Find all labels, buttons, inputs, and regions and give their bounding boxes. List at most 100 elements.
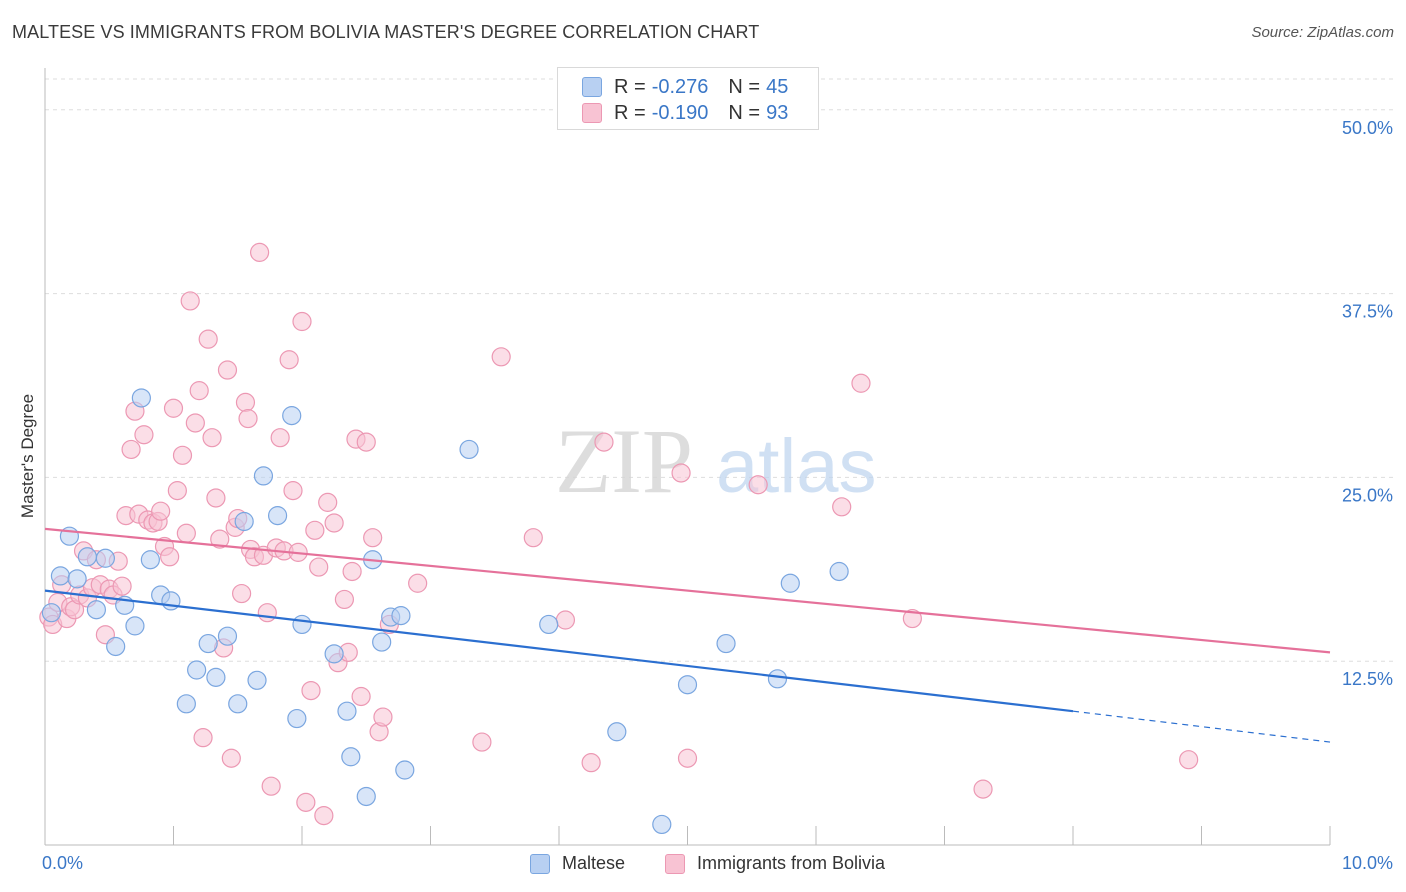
- bolivia-point-30: [167, 481, 187, 501]
- bolivia-point-88: [677, 748, 698, 768]
- bolivia-point-93: [973, 779, 993, 799]
- bolivia-point-81: [472, 732, 492, 752]
- bolivia-point-72: [342, 561, 362, 582]
- series-legend: Maltese Immigrants from Bolivia: [0, 851, 1406, 877]
- bolivia-trend-line: [44, 527, 1331, 654]
- maltese-legend-swatch: [530, 853, 550, 874]
- bolivia-point-22: [134, 425, 154, 445]
- maltese-point-26: [292, 614, 312, 635]
- bolivia-point-63: [301, 680, 321, 701]
- tick-labels: 12.5% 25.0% 37.5% 50.0% 0.0% 10.0%: [42, 118, 1393, 873]
- bolivia-point-40: [210, 529, 230, 549]
- r-label: R =: [614, 75, 646, 98]
- maltese-point-35: [395, 760, 415, 780]
- maltese-points: [41, 388, 849, 835]
- maltese-point-10: [131, 388, 151, 408]
- y-tick-label-1: 25.0%: [1342, 485, 1393, 505]
- n-value: 45: [766, 75, 789, 98]
- maltese-point-19: [228, 694, 248, 714]
- bolivia-point-90: [832, 497, 852, 517]
- bolivia-point-56: [270, 428, 290, 448]
- maltese-point-29: [341, 747, 361, 767]
- stats-row-maltese: R = -0.276 N = 45: [582, 75, 788, 99]
- maltese-point-20: [234, 511, 254, 532]
- maltese-point-3: [67, 569, 87, 589]
- maltese-point-15: [187, 660, 207, 680]
- maltese-trend-line: [44, 589, 1074, 713]
- bolivia-point-59: [283, 481, 303, 501]
- r-value: -0.190: [651, 101, 709, 124]
- bolivia-point-35: [189, 381, 209, 401]
- gridlines: [45, 78, 1393, 662]
- bolivia-points: [39, 242, 1199, 826]
- maltese-point-36: [459, 439, 479, 460]
- legend-item-bolivia[interactable]: Immigrants from Bolivia: [665, 853, 885, 874]
- y-axis-title: Master's Degree: [18, 394, 37, 518]
- maltese-point-37: [539, 614, 559, 635]
- bolivia-point-48: [238, 408, 258, 429]
- bolivia-point-89: [748, 475, 768, 495]
- bolivia-point-47: [235, 392, 256, 412]
- bolivia-point-61: [292, 311, 312, 332]
- r-label: R =: [614, 101, 646, 124]
- y-tick-label-3: 50.0%: [1342, 118, 1393, 138]
- bolivia-point-70: [334, 589, 355, 610]
- watermark: ZIP atlas: [555, 410, 877, 512]
- bolivia-point-39: [206, 488, 226, 508]
- bolivia-point-17: [112, 576, 132, 596]
- n-value: 93: [766, 101, 789, 124]
- maltese-point-18: [217, 626, 238, 646]
- bolivia-point-42: [217, 360, 238, 380]
- bolivia-point-33: [180, 291, 200, 311]
- maltese-point-21: [247, 670, 267, 690]
- trend-lines: [44, 527, 1331, 743]
- y-tick-label-2: 37.5%: [1342, 302, 1393, 322]
- maltese-point-44: [829, 561, 849, 582]
- bolivia-point-67: [318, 492, 338, 512]
- bolivia-point-38: [202, 428, 222, 448]
- bolivia-point-31: [172, 445, 193, 465]
- maltese-point-11: [140, 550, 160, 570]
- maltese-point-14: [176, 694, 196, 714]
- bolivia-point-91: [851, 373, 871, 393]
- bolivia-point-37: [198, 329, 218, 349]
- source-label: Source: ZipAtlas.com: [1251, 24, 1394, 41]
- bolivia-point-94: [1179, 750, 1199, 770]
- bolivia-point-66: [314, 805, 334, 826]
- bolivia-point-51: [249, 242, 270, 262]
- bolivia-point-36: [193, 728, 213, 748]
- bolivia-point-75: [356, 432, 376, 452]
- y-tick-label-0: 12.5%: [1342, 669, 1393, 689]
- maltese-point-9: [125, 616, 145, 636]
- maltese-point-38: [607, 722, 627, 742]
- r-value: -0.276: [651, 75, 709, 98]
- maltese-point-40: [677, 675, 698, 695]
- bolivia-point-84: [555, 610, 576, 630]
- bolivia-point-76: [363, 528, 383, 548]
- maltese-point-7: [106, 636, 126, 657]
- bolivia-point-29: [163, 398, 184, 418]
- bolivia-point-87: [671, 463, 691, 483]
- maltese-point-1: [50, 566, 71, 586]
- bolivia-point-26: [151, 501, 171, 521]
- bolivia-point-85: [581, 753, 601, 773]
- watermark-zip: ZIP: [555, 410, 693, 512]
- maltese-point-4: [77, 547, 98, 567]
- maltese-point-17: [206, 667, 226, 687]
- x-tick-label-1: 10.0%: [1342, 853, 1393, 873]
- n-label: N =: [728, 75, 761, 98]
- x-tick-label-0: 0.0%: [42, 853, 83, 873]
- legend-item-maltese[interactable]: Maltese: [530, 853, 625, 874]
- bolivia-point-62: [296, 792, 316, 812]
- maltese-point-30: [356, 786, 376, 807]
- maltese-point-41: [716, 633, 736, 654]
- bolivia-point-19: [121, 439, 141, 460]
- bolivia-point-92: [902, 608, 922, 629]
- bolivia-point-46: [232, 583, 252, 604]
- maltese-point-16: [198, 633, 218, 654]
- maltese-point-6: [95, 548, 115, 568]
- maltese-point-32: [372, 632, 392, 652]
- maltese-point-43: [780, 573, 800, 593]
- maltese-point-22: [253, 466, 274, 486]
